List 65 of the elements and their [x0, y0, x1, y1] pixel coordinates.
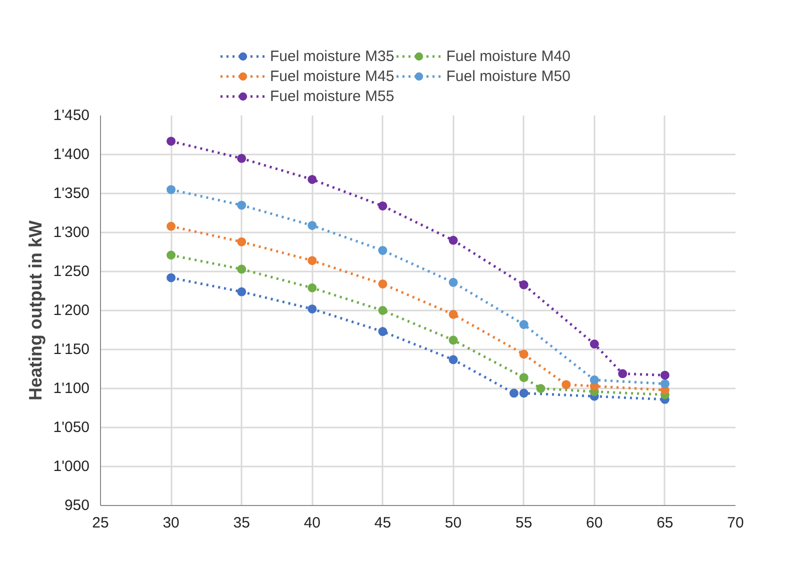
x-tick-label: 40: [304, 514, 321, 532]
x-tick-label: 30: [162, 514, 180, 532]
point: [308, 304, 317, 314]
point: [519, 280, 528, 290]
point: [237, 287, 246, 296]
x-tick-label: 60: [586, 514, 603, 532]
point: [166, 185, 176, 194]
x-tick-label: 45: [374, 514, 392, 532]
point: [308, 174, 317, 184]
point: [448, 278, 458, 287]
x-tick-label: 25: [92, 514, 109, 532]
x-tick-label: 35: [233, 514, 250, 532]
point: [166, 250, 176, 260]
point: [378, 201, 388, 210]
y-axis-title: Heating output in kW: [25, 220, 46, 400]
point: [590, 375, 599, 384]
point: [308, 256, 317, 266]
point: [519, 373, 528, 382]
point: [660, 370, 670, 380]
point: [237, 237, 246, 246]
point: [519, 320, 528, 330]
y-tick-label: 950: [64, 497, 90, 514]
x-tick-label: 70: [727, 514, 744, 532]
point: [618, 369, 628, 378]
legend-label: Fuel moisture M55: [270, 87, 394, 105]
y-tick-label: 1'250: [53, 263, 90, 280]
legend-label: Fuel moisture M35: [270, 47, 394, 65]
point: [378, 279, 388, 288]
y-tick-label: 1'400: [53, 146, 90, 163]
point: [237, 154, 246, 163]
point: [308, 283, 317, 292]
point: [519, 350, 528, 359]
point: [536, 384, 546, 393]
point: [166, 136, 176, 146]
point: [237, 264, 246, 274]
point: [448, 336, 458, 345]
point: [237, 200, 246, 210]
y-tick-label: 1'300: [53, 224, 90, 241]
y-tick-label: 1'050: [53, 419, 90, 436]
point: [166, 222, 176, 231]
y-tick-label: 1'350: [53, 185, 90, 202]
point: [448, 236, 458, 245]
y-tick-label: 1'200: [53, 302, 90, 319]
point: [448, 310, 458, 319]
point: [308, 220, 317, 230]
legend-label: Fuel moisture M40: [446, 47, 570, 65]
x-tick-label: 65: [656, 514, 674, 532]
x-tick-label: 50: [444, 514, 462, 532]
y-tick-label: 1'450: [53, 107, 90, 124]
point: [509, 388, 518, 398]
point: [519, 388, 528, 398]
legend-label: Fuel moisture M50: [446, 67, 570, 85]
point: [590, 340, 599, 349]
y-tick-label: 1'100: [53, 380, 90, 397]
point: [378, 246, 388, 255]
point: [448, 355, 458, 364]
point: [378, 306, 388, 315]
legend-label: Fuel moisture M45: [270, 67, 394, 85]
x-tick-label: 55: [515, 514, 532, 532]
point: [562, 380, 571, 390]
point: [166, 273, 176, 282]
point: [378, 327, 388, 336]
point: [660, 379, 670, 388]
y-tick-label: 1'150: [53, 341, 90, 358]
y-tick-label: 1'000: [53, 458, 90, 475]
